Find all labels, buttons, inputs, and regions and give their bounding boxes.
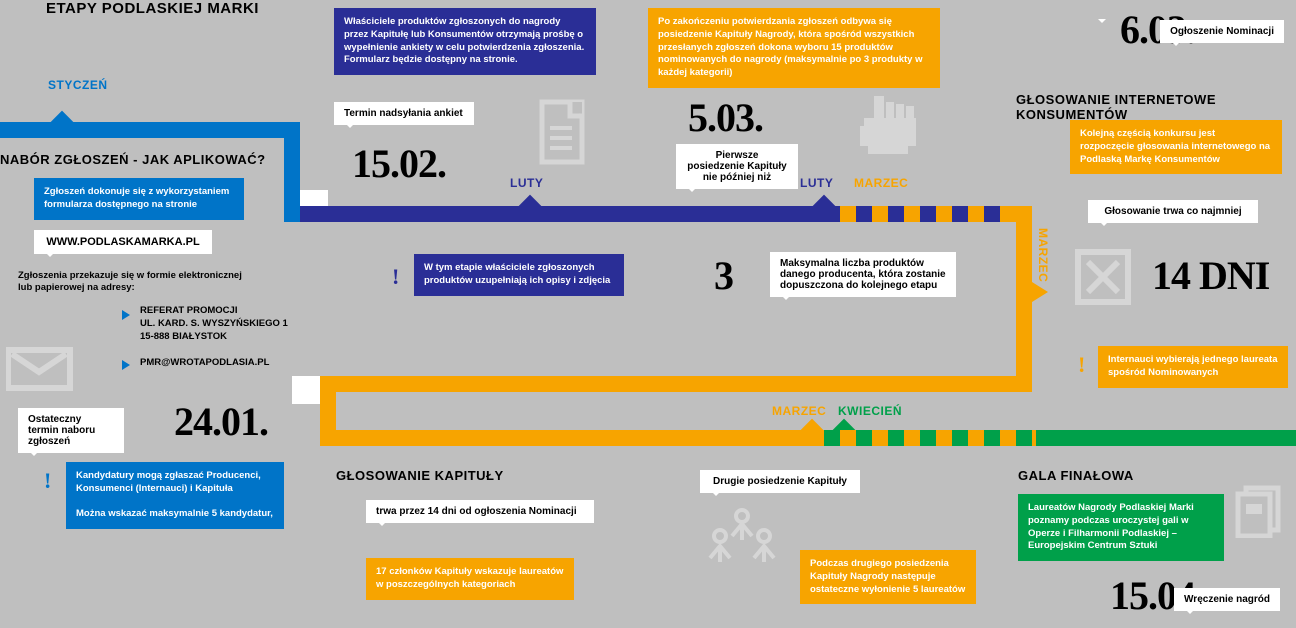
vote-trwa-label: Głosowanie trwa co najmniej: [1088, 200, 1258, 223]
section-apply-title: NABÓR ZGŁOSZEŃ - JAK APLIKOWAĆ?: [0, 152, 266, 167]
date-24-01: 24.01.: [174, 398, 268, 445]
arrow-orange-right: [1032, 282, 1048, 302]
cand-box-1: Kandydatury mogą zgłaszać Producenci, Ko…: [66, 462, 284, 504]
month-kwiecien: KWIECIEŃ: [838, 404, 902, 418]
drugie-label: Drugie posiedzenie Kapituły: [700, 470, 860, 493]
section-gala-title: GALA FINAŁOWA: [1018, 468, 1134, 483]
cand-box-2: Można wskazać maksymalnie 5 kandydatur,: [66, 500, 284, 529]
document-icon: [536, 98, 596, 170]
apply-note: Zgłoszenia przekazuje się w formie elekt…: [18, 270, 248, 295]
big-3: 3: [714, 252, 733, 299]
people-icon: [700, 506, 784, 566]
addr2: UL. KARD. S. WYSZYŃSKIEGO 1: [140, 318, 288, 330]
max-label: Maksymalna liczba produktów danego produ…: [770, 252, 956, 297]
month-marzec2: MARZEC: [772, 404, 826, 418]
email: PMR@WROTAPODLASIA.PL: [140, 357, 269, 369]
path-blue-h1: [0, 122, 300, 138]
month-marzec1: MARZEC: [854, 176, 908, 190]
date-5-03: 5.03.: [688, 94, 763, 141]
excl-blue-1: !: [44, 468, 51, 494]
month-marzec-vert: MARZEC: [1036, 228, 1050, 282]
excl-orange-1: !: [1078, 352, 1085, 378]
net-box: Kolejną częścią konkursu jest rozpoczęci…: [1070, 120, 1282, 174]
cards-icon: [1232, 482, 1292, 538]
path-blue-v1: [284, 122, 300, 222]
month-luty1: LUTY: [510, 176, 543, 190]
section-net-title: GŁOSOWANIE INTERNETOWE KONSUMENTÓW: [1016, 92, 1296, 122]
gala-box: Laureatów Nagrody Podlaskiej Marki pozna…: [1018, 494, 1224, 561]
navy-box-1: Właściciele produktów zgłoszonych do nag…: [334, 8, 596, 75]
hand-icon: [850, 92, 930, 164]
excl-navy: !: [392, 264, 399, 290]
path-navy-h2: [624, 206, 824, 222]
path-orange-h2: [320, 430, 808, 446]
bullet-email: [122, 360, 130, 370]
path-navy-h1: [300, 206, 628, 222]
apply-box: Zgłoszeń dokonuje się z wykorzystaniem f…: [34, 178, 244, 220]
date-15-02: 15.02.: [352, 140, 446, 187]
kap-17-box: 17 członków Kapituły wskazuje laureatów …: [366, 558, 574, 600]
month-luty2: LUTY: [800, 176, 833, 190]
podczas-box: Podczas drugiego posiedzenia Kapituły Na…: [800, 550, 976, 604]
section-kap-title: GŁOSOWANIE KAPITUŁY: [336, 468, 504, 483]
wrecz-label: Wręczenie nagród: [1174, 588, 1280, 611]
internauci-box: Internauci wybierają jednego laureata sp…: [1098, 346, 1288, 388]
orange-box-1: Po zakończeniu potwierdzania zgłoszeń od…: [648, 8, 940, 88]
ballot-icon: [1074, 248, 1136, 310]
oglosz-label: Ogłoszenie Nominacji: [1160, 20, 1284, 43]
kap-trwa-label: trwa przez 14 dni od ogłoszenia Nominacj…: [366, 500, 594, 523]
dni-14: 14 DNI: [1152, 252, 1269, 299]
addr1: REFERAT PROMOCJI: [140, 305, 237, 317]
path-dash-navy-orange: [824, 206, 1032, 222]
envelope-icon: [6, 344, 76, 394]
url-box[interactable]: WWW.PODLASKAMARKA.PL: [34, 230, 212, 254]
ankieta-label: Termin nadsyłania ankiet: [334, 102, 474, 125]
path-green-h1: [1036, 430, 1296, 446]
pierwsze-label: Pierwsze posiedzenie Kapituły nie późnie…: [676, 144, 798, 189]
month-styczen: STYCZEŃ: [48, 78, 108, 92]
path-dash-orange-green: [808, 430, 1036, 446]
deadline-label: Ostateczny termin naboru zgłoszeń: [18, 408, 124, 453]
path-orange-h1: [320, 376, 1032, 392]
bullet-addr: [122, 310, 130, 320]
addr3: 15-888 BIAŁYSTOK: [140, 331, 227, 343]
page-title: ETAPY PODLASKIEJ MARKI: [46, 0, 259, 17]
pixel-corner-2: [292, 376, 320, 404]
path-orange-v1: [1016, 206, 1032, 392]
navy-box-2: W tym etapie właściciele zgłoszonych pro…: [414, 254, 624, 296]
